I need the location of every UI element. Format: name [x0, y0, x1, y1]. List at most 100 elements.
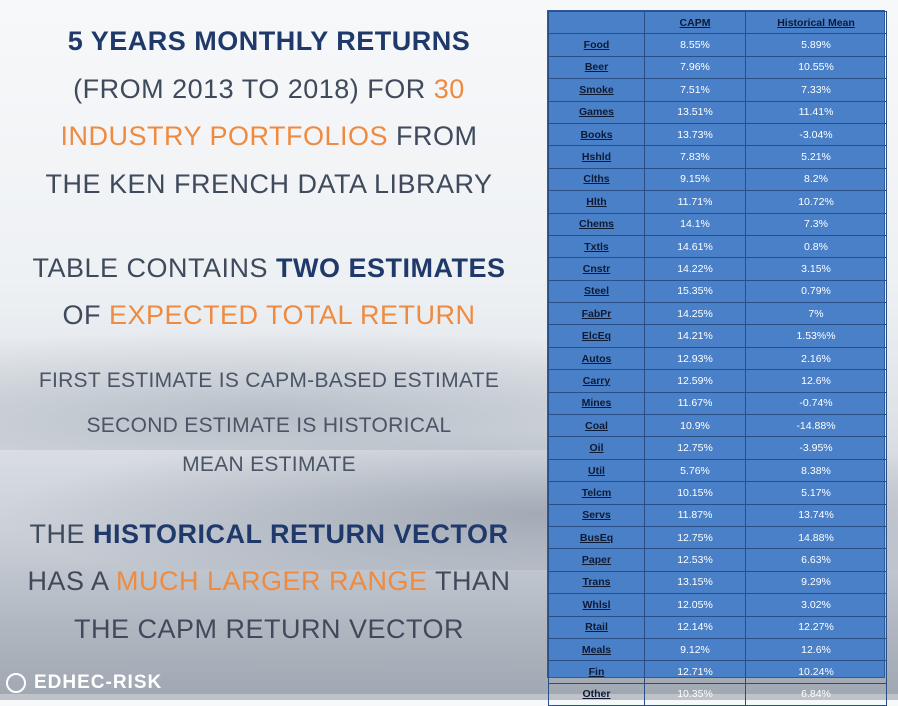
text-line: THE KEN FRENCH DATA LIBRARY — [45, 169, 493, 199]
capm-cell: 10.15% — [644, 481, 746, 505]
industry-name-cell: Fin — [548, 660, 645, 684]
industry-name-cell: Smoke — [548, 78, 645, 102]
table-row: Smoke 7.51% 7.33% — [548, 78, 887, 102]
historical-mean-cell: 9.29% — [745, 570, 887, 595]
text-span: (FROM 2013 TO 2018) FOR — [73, 74, 434, 104]
historical-mean-cell: -14.88% — [745, 414, 887, 438]
table-row: BusEq 12.75% 14.88% — [548, 525, 887, 550]
capm-cell: 10.35% — [644, 682, 746, 706]
text-line: TABLE CONTAINS TWO ESTIMATES — [0, 253, 538, 284]
capm-cell: 12.75% — [644, 436, 746, 460]
capm-cell: 7.51% — [644, 78, 746, 102]
capm-cell: 13.73% — [644, 122, 746, 147]
table-row: Steel 15.35% 0.79% — [548, 279, 887, 304]
industry-name-cell: Cnstr — [548, 257, 645, 281]
capm-cell: 7.83% — [644, 145, 746, 169]
industry-name-cell: ElcEq — [548, 324, 645, 348]
capm-cell: 7.96% — [644, 55, 746, 80]
industry-name-cell: Hlth — [548, 190, 645, 214]
text-span: OF — [62, 300, 109, 330]
capm-cell: 13.15% — [644, 570, 746, 595]
capm-cell: 15.35% — [644, 279, 746, 304]
historical-mean-cell: 7.33% — [745, 78, 887, 102]
industry-name-cell: BusEq — [548, 525, 645, 550]
capm-cell: 11.67% — [644, 391, 746, 416]
table-row: Rtail 12.14% 12.27% — [548, 615, 887, 639]
historical-mean-cell: 10.72% — [745, 190, 887, 214]
slide-heading: 5 YEARS MONTHLY RETURNS — [67, 26, 471, 56]
industry-name-cell: Chems — [548, 212, 645, 236]
historical-mean-cell: -3.95% — [745, 436, 887, 460]
table-header-row: CAPM Historical Mean — [548, 10, 887, 35]
industry-name-cell: Coal — [548, 414, 645, 438]
table-row: Whlsl 12.05% 3.02% — [548, 593, 887, 617]
text-line: (FROM 2013 TO 2018) FOR 30 — [0, 74, 538, 105]
historical-mean-cell: 2.16% — [745, 346, 887, 371]
text-line: OF EXPECTED TOTAL RETURN — [0, 300, 538, 331]
logo-circle-icon — [6, 672, 26, 693]
industry-name-cell: Telcm — [548, 481, 645, 505]
industry-name-cell: Paper — [548, 548, 645, 572]
historical-mean-cell: 8.2% — [745, 167, 887, 192]
historical-mean-cell: 6.63% — [745, 548, 887, 572]
historical-mean-cell: 3.02% — [745, 593, 887, 617]
historical-mean-cell: 12.6% — [745, 369, 887, 393]
text-line: HAS A MUCH LARGER RANGE THAN — [0, 566, 538, 597]
text-line: THE CAPM RETURN VECTOR — [73, 614, 465, 644]
industry-name-cell: Clths — [548, 167, 645, 192]
table-row: Chems 14.1% 7.3% — [548, 212, 887, 236]
historical-mean-cell: 11.41% — [745, 100, 887, 124]
highlight-text: EXPECTED TOTAL RETURN — [108, 300, 476, 330]
header-cell — [548, 10, 645, 35]
historical-mean-cell: 10.55% — [745, 55, 887, 80]
industry-name-cell: Meals — [548, 637, 645, 662]
table-row: Mines 11.67% -0.74% — [548, 391, 887, 416]
highlight-text: 30 — [433, 74, 465, 104]
industry-name-cell: Rtail — [548, 615, 645, 639]
historical-mean-cell: 10.24% — [745, 660, 887, 684]
industry-name-cell: Books — [548, 122, 645, 147]
historical-mean-cell: 8.38% — [745, 458, 887, 483]
capm-cell: 12.05% — [644, 593, 746, 617]
historical-mean-cell: 0.79% — [745, 279, 887, 304]
text-line: INDUSTRY PORTFOLIOS FROM — [0, 121, 538, 152]
emphasis-text: TWO ESTIMATES — [276, 253, 506, 283]
industry-name-cell: Hshld — [548, 145, 645, 169]
table-row: Food 8.55% 5.89% — [548, 33, 887, 57]
capm-cell: 9.15% — [644, 167, 746, 192]
historical-mean-cell: -0.74% — [745, 391, 887, 416]
industry-name-cell: Util — [548, 458, 645, 483]
industry-name-cell: Beer — [548, 55, 645, 80]
capm-cell: 12.59% — [644, 369, 746, 393]
historical-mean-cell: 0.8% — [745, 234, 887, 259]
table-row: Autos 12.93% 2.16% — [548, 346, 887, 371]
capm-cell: 14.22% — [644, 257, 746, 281]
industry-name-cell: Games — [548, 100, 645, 124]
header-cell: CAPM — [644, 10, 746, 35]
capm-cell: 12.75% — [644, 525, 746, 550]
text-line: SECOND ESTIMATE IS HISTORICAL — [86, 414, 452, 437]
historical-mean-cell: 14.88% — [745, 525, 887, 550]
table-row: Paper 12.53% 6.63% — [548, 548, 887, 572]
historical-mean-cell: 5.17% — [745, 481, 887, 505]
historical-mean-cell: 5.89% — [745, 33, 887, 57]
capm-cell: 14.1% — [644, 212, 746, 236]
text-span: THAN — [427, 566, 511, 596]
text-span: TABLE CONTAINS — [32, 253, 277, 283]
table-row: Hlth 11.71% 10.72% — [548, 190, 887, 214]
table-row: Clths 9.15% 8.2% — [548, 167, 887, 192]
table-row: Meals 9.12% 12.6% — [548, 637, 887, 662]
returns-table: CAPM Historical Mean Food 8.55% 5.89% Beer 7… — [547, 10, 887, 706]
capm-cell: 5.76% — [644, 458, 746, 483]
historical-mean-cell: 1.53%% — [745, 324, 887, 348]
capm-cell: 14.25% — [644, 302, 746, 326]
capm-cell: 10.9% — [644, 414, 746, 438]
highlight-text: MUCH LARGER RANGE — [116, 566, 428, 596]
text-span: THE — [29, 519, 93, 549]
table-row: Carry 12.59% 12.6% — [548, 369, 887, 393]
capm-cell: 12.93% — [644, 346, 746, 371]
industry-name-cell: Food — [548, 33, 645, 57]
capm-cell: 8.55% — [644, 33, 746, 57]
header-cell: Historical Mean — [745, 10, 887, 35]
text-span: HAS A — [27, 566, 116, 596]
